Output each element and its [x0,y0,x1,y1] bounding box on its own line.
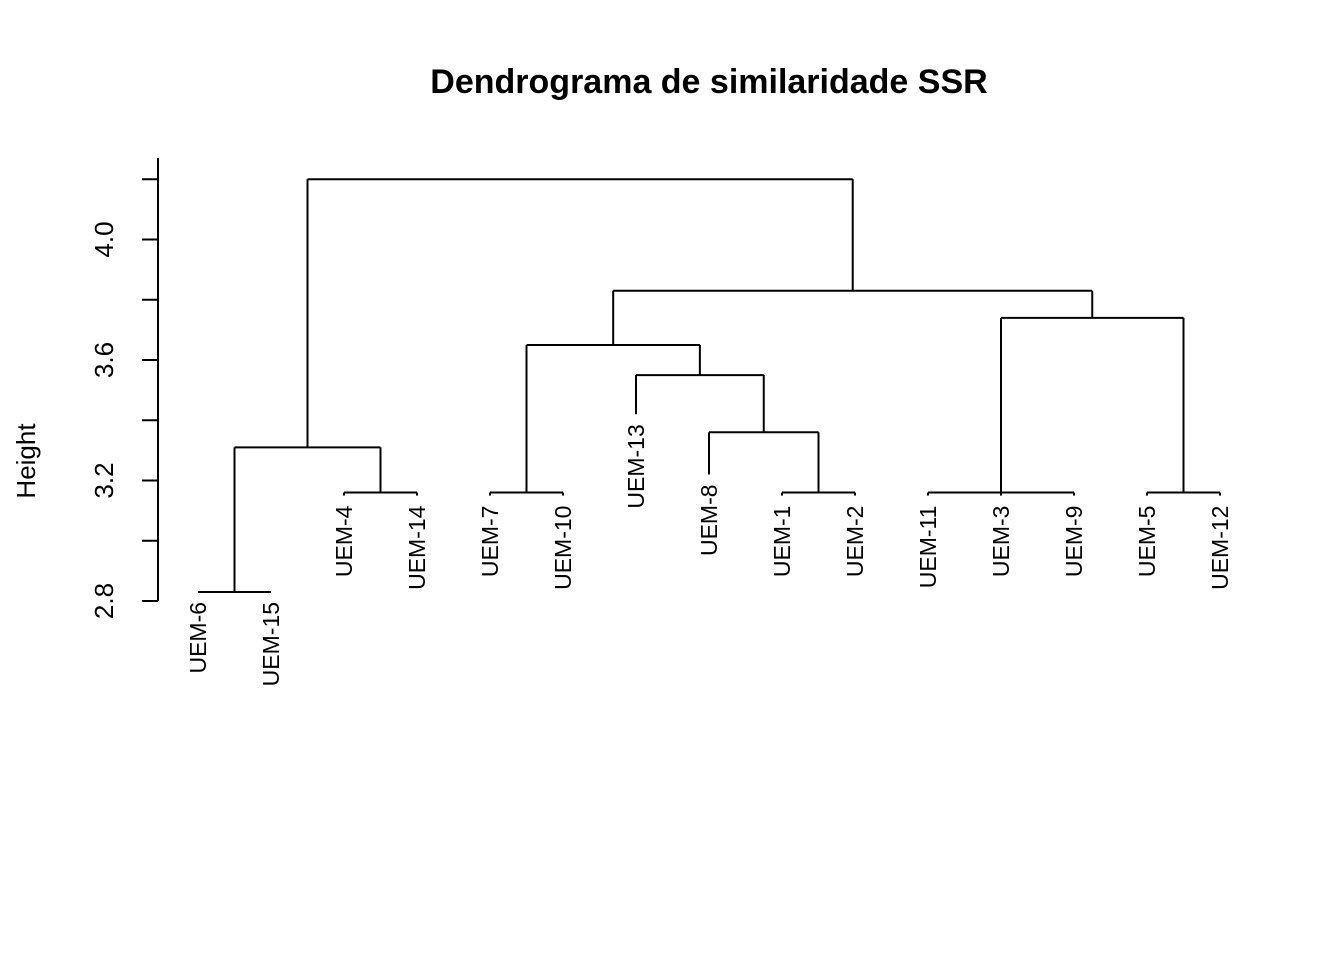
leaf-label: UEM-2 [842,506,868,578]
dendrogram-tree [198,178,1221,593]
leaf-label: UEM-9 [1061,506,1087,578]
chart-title: Dendrograma de similaridade SSR [430,63,987,101]
y-tick-label: 2.8 [89,583,119,619]
leaf-label: UEM-15 [258,602,284,686]
leaf-label: UEM-10 [550,506,576,590]
leaf-label: UEM-8 [696,484,722,556]
y-tick-label: 3.6 [89,342,119,378]
leaf-label: UEM-6 [185,602,211,674]
leaf-label: UEM-1 [769,506,795,578]
leaf-label: UEM-4 [331,505,357,577]
leaf-label: UEM-14 [404,505,430,590]
leaf-labels: UEM-6 UEM-15 UEM-4 UEM-14 UEM-7 UEM-10 UEM-13 U… [185,424,1233,686]
leaf-label: UEM-13 [623,424,649,508]
leaf-label: UEM-12 [1207,506,1233,590]
leaf-label: UEM-11 [915,506,941,589]
y-tick-label: 3.2 [89,462,119,498]
leaf-label: UEM-5 [1134,506,1160,578]
y-tick-label: 4.0 [89,221,119,257]
leaf-label: UEM-7 [477,506,503,578]
y-axis-label: Height [11,423,41,499]
y-axis: 2.8 3.2 3.6 4.0 [89,158,159,619]
leaf-label: UEM-3 [988,506,1014,578]
